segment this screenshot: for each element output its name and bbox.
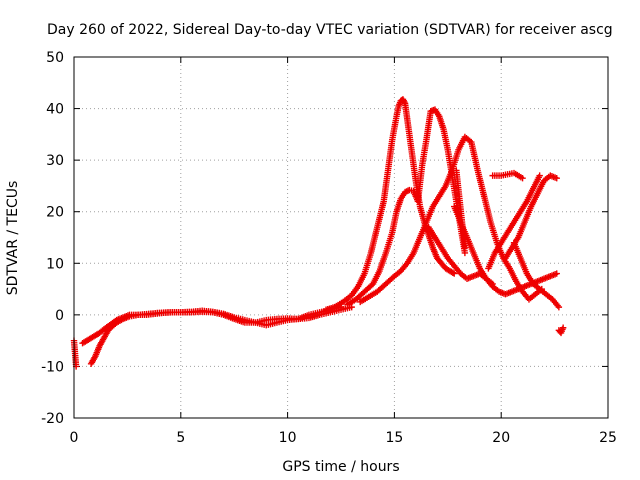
y-tick-label: 50: [46, 50, 64, 66]
data-point: [451, 270, 458, 277]
y-axis-label: SDTVAR / TECUs: [5, 181, 21, 296]
data-point: [555, 303, 563, 311]
y-tick-label: 20: [46, 205, 64, 221]
series-arc-i: [485, 172, 543, 272]
series-arc-f: [357, 133, 545, 306]
series-arc-k: [510, 239, 563, 311]
y-tick-label: -20: [41, 411, 64, 427]
grid: [74, 57, 608, 418]
plot-frame: [73, 56, 609, 419]
x-tick-label: 0: [70, 430, 79, 446]
x-tick-label: 10: [279, 430, 297, 446]
data-point: [449, 269, 456, 276]
data-point: [553, 270, 560, 277]
series-arc-a: [70, 337, 80, 370]
data-point: [348, 303, 355, 311]
data-point: [519, 174, 526, 182]
data-point: [536, 172, 543, 179]
data-point: [553, 174, 560, 182]
data-point: [461, 244, 469, 252]
x-tick-label: 5: [176, 430, 185, 446]
data-point: [559, 324, 567, 331]
series-arc-g: [425, 223, 496, 288]
series-arc-b: [79, 303, 345, 347]
series-arc-l: [489, 169, 526, 182]
y-tick-label: 0: [55, 308, 64, 324]
y-tick-label: -10: [41, 359, 64, 375]
y-tick-label: 40: [46, 102, 64, 118]
y-tick-label: 30: [46, 153, 64, 169]
series-arc-n: [453, 167, 469, 252]
series-arc-j: [502, 172, 560, 262]
x-tick-label: 20: [492, 430, 510, 446]
series-arc-c: [87, 303, 355, 368]
x-tick-label: 25: [599, 430, 617, 446]
series-arc-m: [555, 324, 567, 337]
y-tick-label: 10: [46, 256, 64, 272]
chart-title: Day 260 of 2022, Sidereal Day-to-day VTE…: [47, 22, 613, 38]
axis-ticks: 0 5 10 15 20 25 -20 -10 0 10 20 30 40 50: [41, 50, 617, 446]
x-tick-label: 15: [385, 430, 403, 446]
x-axis-label: GPS time / hours: [282, 459, 399, 475]
data-point: [401, 98, 408, 106]
data-points: [70, 96, 567, 370]
